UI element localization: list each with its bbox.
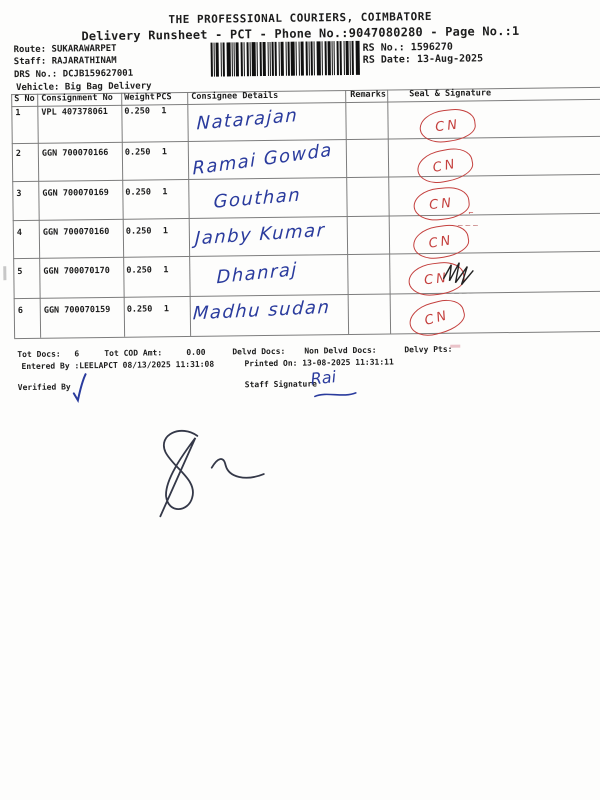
table-grid-line xyxy=(37,93,42,338)
red-tick-mark: ⌐ xyxy=(468,208,474,218)
rs-date-line: RS Date: 13-Aug-2025 xyxy=(362,53,484,66)
table-grid-line xyxy=(12,212,600,222)
col-header-consignment: Consignment No xyxy=(41,92,113,104)
table-grid-line xyxy=(121,92,126,337)
cell-pcs: 1 xyxy=(163,304,169,315)
cell-s-no: 1 xyxy=(15,108,21,119)
col-header-seal: Seal & Signature xyxy=(409,88,492,100)
route-line: Route: SUKARAWARPET xyxy=(13,43,117,56)
col-header-weight: Weight xyxy=(124,92,155,103)
non-delvd-docs-label: Non Delvd Docs: xyxy=(304,345,377,356)
cell-pcs: 1 xyxy=(161,147,168,158)
table-grid-line xyxy=(345,90,350,335)
tot-docs-value: 6 xyxy=(74,349,80,359)
cell-pcs: 1 xyxy=(162,226,169,237)
cell-s-no: 5 xyxy=(17,266,23,278)
ink-smudge xyxy=(450,344,461,348)
red-dashes-mark: – – – xyxy=(457,220,477,230)
consignee-handwriting: Ramai Gowda xyxy=(192,139,334,180)
staff-line: Staff: RAJARATHINAM xyxy=(13,55,117,68)
table-grid-line xyxy=(13,250,600,260)
scan-artifact xyxy=(3,266,7,281)
col-header-pcs: PCS xyxy=(156,92,172,103)
cell-consignment-no: GGN 700070169 xyxy=(42,187,109,199)
delvd-docs-label: Delvd Docs: xyxy=(232,346,286,357)
drs-no-line: DRS No.: DCJB159627001 xyxy=(13,68,134,81)
consignee-handwriting: Dhanraj xyxy=(216,259,298,289)
entered-by-line: Entered By :LEELAPCT 08/13/2025 11:31:08 xyxy=(21,359,215,372)
table-grid-line xyxy=(12,173,600,183)
cell-consignment-no: GGN 700070159 xyxy=(43,304,111,316)
printed-on-line: Printed On: 13-08-2025 11:31:11 xyxy=(244,357,394,369)
tot-cod-label: Tot COD Amt: xyxy=(104,348,163,358)
cell-weight: 0.250 xyxy=(125,226,152,237)
table-grid-line xyxy=(387,89,392,334)
cell-s-no: 2 xyxy=(15,148,22,160)
staff-signature-handwriting: Rai xyxy=(309,367,337,389)
cell-pcs: 1 xyxy=(161,106,167,117)
cell-pcs: 1 xyxy=(162,187,168,198)
table-grid-line xyxy=(187,91,192,336)
gray-dashes-mark: – – – – xyxy=(446,288,474,298)
delvy-pts-label: Delvy Pts: xyxy=(404,344,453,355)
consignee-handwriting: Madhu sudan xyxy=(192,296,332,325)
cell-weight: 0.250 xyxy=(124,147,151,158)
tot-cod-value: 0.00 xyxy=(186,347,206,357)
seal-cn-text: CN xyxy=(431,156,459,176)
cell-consignment-no: VPL 407378061 xyxy=(41,106,108,118)
courier-signature xyxy=(159,429,265,518)
table-grid-line xyxy=(14,330,600,340)
col-header-sno: S No xyxy=(14,93,35,105)
tot-docs-label: Tot Docs: xyxy=(17,349,61,360)
cell-s-no: 6 xyxy=(17,305,23,317)
cell-s-no: 3 xyxy=(16,188,22,200)
cell-s-no: 4 xyxy=(16,227,23,239)
black-ink-scribble xyxy=(442,262,474,286)
seal-cn-text: CN xyxy=(428,195,455,213)
seal-cn-text: CN xyxy=(434,116,461,135)
cell-consignment-no: GGN 700070166 xyxy=(41,147,109,159)
consignee-handwriting: Natarajan xyxy=(196,104,299,135)
cell-pcs: 1 xyxy=(163,265,169,276)
pen-tick-icon xyxy=(72,373,87,404)
verified-by-label: Verified By xyxy=(17,382,71,393)
col-header-remarks: Remarks xyxy=(350,89,387,100)
cell-weight: 0.250 xyxy=(124,106,151,117)
cell-consignment-no: GGN 700070170 xyxy=(43,265,110,277)
rs-no-line: RS No.: 1596270 xyxy=(362,41,453,54)
staff-signature-label: Staff Signature xyxy=(244,379,318,390)
seal-cn-text: CN xyxy=(423,307,451,329)
table-grid-line xyxy=(11,94,16,339)
cell-weight: 0.250 xyxy=(126,265,152,276)
seal-cn-text: CN xyxy=(427,232,455,252)
signature-underline xyxy=(314,392,357,398)
col-header-consignee: Consignee Details xyxy=(191,90,279,102)
seal-cn-mark: CN xyxy=(414,144,476,187)
seal-cn-mark: CN xyxy=(417,106,478,145)
consignee-handwriting: Janby Kumar xyxy=(194,219,326,250)
consignee-handwriting: Gouthan xyxy=(213,184,302,213)
cell-weight: 0.250 xyxy=(125,187,152,198)
barcode-icon xyxy=(210,40,360,77)
seal-cn-mark: CN xyxy=(412,185,471,223)
cell-consignment-no: GGN 700070160 xyxy=(42,226,110,238)
cell-weight: 0.250 xyxy=(126,304,153,315)
